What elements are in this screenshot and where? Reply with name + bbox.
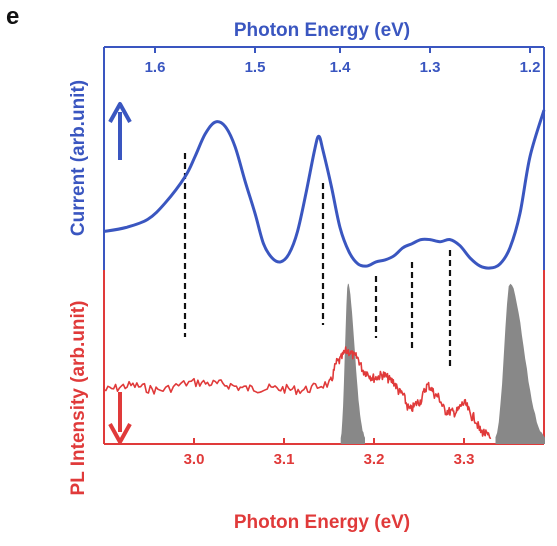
- current-arrow-head: [108, 102, 132, 123]
- panel-label: e: [6, 3, 19, 30]
- pl-intensity-curve: [103, 346, 492, 439]
- bottom-tick-label: 3.0: [184, 451, 205, 468]
- top-axis-title: Photon Energy (eV): [234, 20, 410, 41]
- top-tick-label: 1.3: [420, 59, 441, 76]
- current-curve: [103, 109, 546, 270]
- laser-peak-right: [495, 283, 545, 444]
- top-tick-label: 1.4: [330, 59, 352, 76]
- top-tick-group: 1.6 1.5 1.4 1.3 1.2: [145, 47, 541, 76]
- laser-peak-left: [340, 283, 365, 444]
- bottom-tick-group: 3.0 3.1 3.2 3.3: [184, 438, 475, 468]
- pl-arrow-head: [108, 423, 132, 444]
- bottom-tick-label: 3.1: [274, 451, 295, 468]
- bottom-tick-label: 3.3: [454, 451, 475, 468]
- current-arrow: [108, 102, 132, 160]
- top-tick-label: 1.6: [145, 59, 166, 76]
- pl-arrow: [108, 392, 132, 444]
- bottom-tick-label: 3.2: [364, 451, 385, 468]
- top-tick-label: 1.2: [520, 59, 541, 76]
- left-axis-title-current: Current (arb.unit): [68, 80, 89, 236]
- left-axis-title-pl: PL Intensity (arb.unit): [68, 301, 89, 496]
- top-tick-label: 1.5: [245, 59, 266, 76]
- dashed-markers: [183, 153, 452, 370]
- bottom-axis-title: Photon Energy (eV): [234, 512, 410, 533]
